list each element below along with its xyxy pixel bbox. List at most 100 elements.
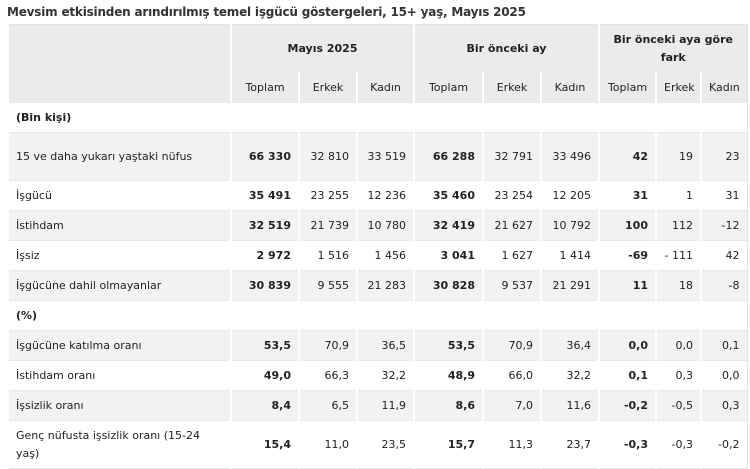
table-cell: 32,2: [356, 360, 414, 391]
labour-indicators-table: Mayıs 2025 Bir önceki ay Bir önceki aya …: [6, 24, 748, 469]
corner-header: [7, 72, 231, 103]
table-row: İşgücüne dahil olmayanlar 30 839 9 555 21 2…: [7, 270, 748, 301]
table-cell: 23: [699, 132, 748, 181]
table-cell: 49,0: [230, 360, 299, 391]
table-cell: 3 041: [413, 240, 483, 271]
table-cell: 42: [598, 132, 656, 181]
table-cell: -0,3: [655, 420, 701, 469]
table-cell: 21 291: [540, 270, 599, 301]
row-label: İşgücüne dahil olmayanlar: [7, 270, 231, 301]
table-cell: 36,5: [356, 330, 414, 361]
table-cell: 10 792: [540, 210, 599, 241]
section-label: (Bin kişi): [6, 103, 748, 133]
table-row: İstihdam 32 519 21 739 10 780 32 419 21 627 10…: [7, 210, 748, 241]
row-label: İşgücü: [7, 180, 231, 211]
table-cell: 42: [699, 240, 748, 271]
table-cell: 15,4: [230, 420, 299, 469]
table-cell: 30 828: [413, 270, 483, 301]
table-cell: 66 288: [413, 132, 483, 181]
table-cell: 0,0: [655, 330, 701, 361]
table-row: İşsizlik oranı 8,4 6,5 11,9 8,6 7,0 11,6 -0,2 -0…: [7, 390, 748, 421]
row-label: 15 ve daha yukarı yaştaki nüfus: [7, 132, 231, 181]
column-header: Erkek: [482, 72, 541, 103]
column-header: Toplam: [598, 72, 656, 103]
table-cell: 18: [655, 270, 701, 301]
table-cell: 0,3: [699, 390, 748, 421]
table-cell: 0,1: [699, 330, 748, 361]
table-row: İşgücüne katılma oranı 53,5 70,9 36,5 53,5 70…: [7, 330, 748, 361]
table-cell: 53,5: [230, 330, 299, 361]
table-cell: 30 839: [230, 270, 299, 301]
section-row: (Bin kişi): [6, 103, 748, 133]
column-header: Erkek: [298, 72, 357, 103]
table-cell: 31: [699, 180, 748, 211]
table-cell: 1 414: [540, 240, 599, 271]
table-cell: 12 205: [540, 180, 599, 211]
table-title: Mevsim etkisinden arındırılmış temel işg…: [7, 5, 526, 19]
table-cell: 1 456: [356, 240, 414, 271]
row-label: Genç nüfusta işsizlik oranı (15-24 yaş): [7, 420, 231, 469]
table-cell: 23,5: [356, 420, 414, 469]
table-cell: 10 780: [356, 210, 414, 241]
table-cell: 32,2: [540, 360, 599, 391]
table-cell: 9 555: [298, 270, 357, 301]
table-cell: 11,6: [540, 390, 599, 421]
table-cell: 66 330: [230, 132, 299, 181]
table-cell: 11: [598, 270, 656, 301]
row-label: İşsiz: [7, 240, 231, 271]
table-cell: 33 519: [356, 132, 414, 181]
group-header: Mayıs 2025: [230, 24, 414, 72]
table-cell: 21 739: [298, 210, 357, 241]
column-header: Kadın: [540, 72, 599, 103]
table-cell: 112: [655, 210, 701, 241]
table-cell: 32 419: [413, 210, 483, 241]
section-row: (%): [6, 300, 748, 331]
table-cell: 19: [655, 132, 701, 181]
table-cell: 35 491: [230, 180, 299, 211]
table-cell: 48,9: [413, 360, 483, 391]
column-header: Erkek: [655, 72, 701, 103]
table-cell: -12: [699, 210, 748, 241]
table-cell: 32 791: [482, 132, 541, 181]
table-cell: 1: [655, 180, 701, 211]
group-header: Bir önceki aya göre fark: [597, 24, 748, 72]
table-cell: 32 519: [230, 210, 299, 241]
table-cell: 70,9: [482, 330, 541, 361]
table-cell: 53,5: [413, 330, 483, 361]
table-cell: 66,3: [298, 360, 357, 391]
table-cell: 66,0: [482, 360, 541, 391]
table-cell: 0,1: [598, 360, 656, 391]
row-label: İşsizlik oranı: [7, 390, 231, 421]
table-cell: 9 537: [482, 270, 541, 301]
table-cell: 12 236: [356, 180, 414, 211]
table-row: İşsiz 2 972 1 516 1 456 3 041 1 627 1 414 -69- …: [7, 240, 748, 271]
table-cell: 8,6: [413, 390, 483, 421]
table-row: 15 ve daha yukarı yaştaki nüfus 66 330 32 …: [7, 132, 748, 181]
section-label: (%): [6, 300, 748, 331]
table-row: İstihdam oranı 49,0 66,3 32,2 48,9 66,0 32,2 0,…: [7, 360, 748, 391]
table-cell: 31: [598, 180, 656, 211]
table-cell: 32 810: [298, 132, 357, 181]
column-header: Kadın: [699, 72, 748, 103]
table-cell: 23 254: [482, 180, 541, 211]
table-cell: 2 972: [230, 240, 299, 271]
column-header: Toplam: [230, 72, 299, 103]
table-cell: 100: [598, 210, 656, 241]
table-cell: -0,3: [598, 420, 656, 469]
row-label: İstihdam: [7, 210, 231, 241]
table-cell: 23,7: [540, 420, 599, 469]
table-cell: 21 283: [356, 270, 414, 301]
table-cell: -0,2: [598, 390, 656, 421]
table-cell: 35 460: [413, 180, 483, 211]
corner-header: [7, 24, 231, 72]
table-cell: 0,3: [655, 360, 701, 391]
row-label: İstihdam oranı: [7, 360, 231, 391]
table-cell: 7,0: [482, 390, 541, 421]
table-cell: 11,3: [482, 420, 541, 469]
table-cell: 8,4: [230, 390, 299, 421]
group-header: Bir önceki ay: [413, 24, 599, 72]
table-row: Genç nüfusta işsizlik oranı (15-24 yaş) 1…: [7, 420, 748, 469]
table-cell: 1 516: [298, 240, 357, 271]
column-header: Toplam: [413, 72, 483, 103]
table-cell: - 111: [655, 240, 701, 271]
